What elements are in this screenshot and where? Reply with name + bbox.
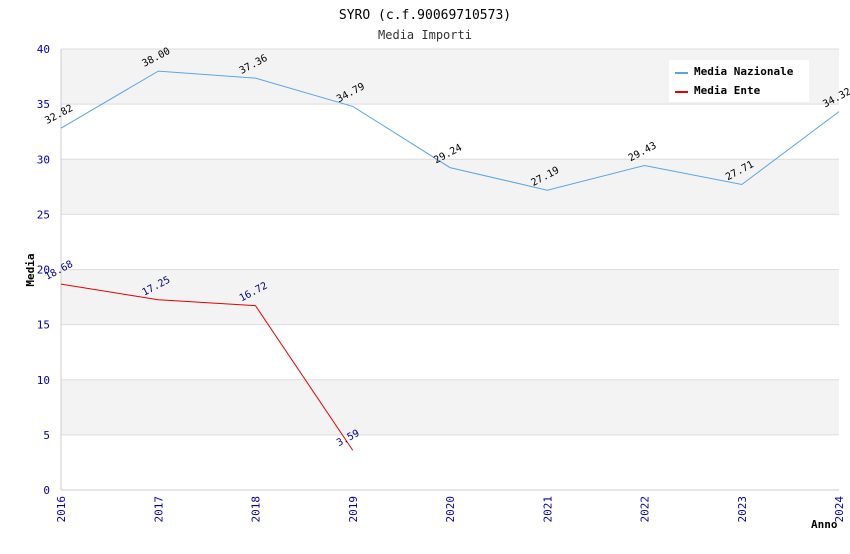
chart-title: SYRO (c.f.90069710573) xyxy=(339,8,511,23)
y-tick-label: 10 xyxy=(37,374,50,387)
legend-box xyxy=(669,60,809,102)
y-tick-labels: 0 5 10 15 20 25 30 35 40 xyxy=(37,43,50,497)
chart-subtitle: Media Importi xyxy=(378,28,472,42)
x-tick-label: 2019 xyxy=(347,496,360,523)
legend: Media Nazionale Media Ente xyxy=(669,60,809,102)
x-tick-labels: 2016 2017 2018 2019 2020 2021 2022 2023 2024 xyxy=(55,496,846,523)
x-tick-label: 2018 xyxy=(250,496,263,523)
grid-band xyxy=(61,269,839,325)
series-lines xyxy=(60,70,840,451)
legend-label-media-nazionale: Media Nazionale xyxy=(694,65,794,78)
y-tick-label: 35 xyxy=(37,98,50,111)
series-line-media-ente xyxy=(60,283,354,451)
legend-label-media-ente: Media Ente xyxy=(694,84,761,97)
y-tick-label: 30 xyxy=(37,153,50,166)
grid-band xyxy=(61,324,839,380)
grid-band xyxy=(61,434,839,490)
y-tick-label: 40 xyxy=(37,43,50,56)
y-tick-label: 5 xyxy=(43,429,50,442)
grid-band xyxy=(61,104,839,160)
y-tick-label: 20 xyxy=(37,264,50,277)
grid-bands xyxy=(61,49,839,490)
grid-band xyxy=(61,214,839,270)
x-tick-label: 2024 xyxy=(833,496,846,523)
x-tick-label: 2017 xyxy=(152,496,165,523)
x-tick-label: 2016 xyxy=(55,496,68,523)
y-tick-label: 0 xyxy=(43,484,50,497)
x-axis-label: Anno xyxy=(811,518,838,531)
y-tick-label: 25 xyxy=(37,208,50,221)
axes xyxy=(60,49,839,491)
x-tick-label: 2021 xyxy=(541,496,554,523)
y-tick-label: 15 xyxy=(37,319,50,332)
x-tick-label: 2020 xyxy=(444,496,457,523)
grid-band xyxy=(61,159,839,215)
grid-band xyxy=(61,379,839,435)
x-tick-label: 2022 xyxy=(639,496,652,523)
x-tick-label: 2023 xyxy=(736,496,749,523)
series-line-media-nazionale xyxy=(60,70,840,191)
y-axis-label: Media xyxy=(24,253,37,286)
